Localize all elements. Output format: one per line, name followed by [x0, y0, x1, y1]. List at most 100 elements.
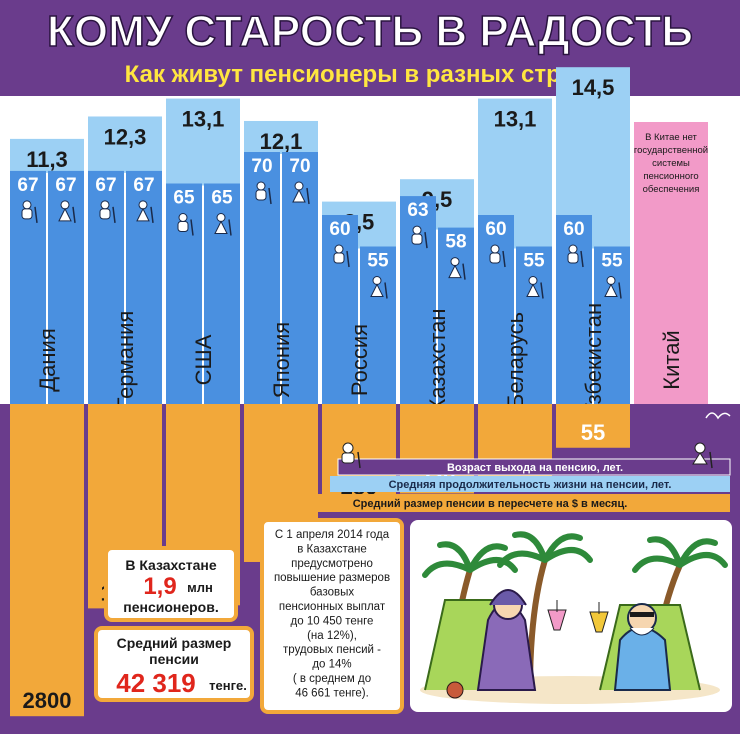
cocktail-icon: [547, 600, 567, 631]
category-label: Германия: [113, 311, 138, 410]
china-note-line: государственной: [634, 145, 708, 156]
retirement-men-value: 67: [95, 175, 116, 196]
box3-line: предусмотрено: [291, 558, 373, 570]
retirement-men-value: 63: [407, 200, 428, 221]
pensioner-man-icon: [255, 181, 272, 205]
pensioner-woman-icon: [448, 257, 466, 280]
lifespan-bar: [10, 138, 84, 173]
box3-line: повышение размеров: [274, 572, 390, 584]
pensioner-woman-icon: [370, 276, 388, 299]
legend-strip-retirement: [337, 458, 731, 476]
lifespan-bar: [244, 120, 318, 154]
pensioner-man-icon: [177, 213, 194, 236]
pensioner-man-icon: [489, 244, 506, 268]
box2-line1: Средний размер: [117, 635, 232, 651]
pension-bar: [10, 404, 84, 717]
retirement-women-value: 58: [445, 232, 466, 253]
retirement-women-value: 65: [211, 188, 233, 209]
retirement-men-value: 60: [563, 219, 584, 240]
retirement-women-bar: [48, 170, 84, 404]
pensioner-woman-icon: [604, 276, 622, 299]
retirement-women-value: 67: [133, 175, 154, 196]
box3-line: 46 661 тенге).: [295, 687, 369, 699]
retirement-women-value: 55: [367, 251, 389, 272]
retirement-women-bar: [360, 246, 396, 404]
china-note-line: В Китае нет: [645, 132, 697, 143]
china-note-line: обеспечения: [643, 184, 700, 195]
box3-line: С 1 апреля 2014 года: [275, 529, 390, 541]
lifespan-bar: [88, 116, 162, 173]
pension-value-label: 55: [581, 420, 605, 445]
pensioner-woman-icon: [214, 213, 232, 236]
retirement-women-bar: [516, 246, 552, 404]
cocktail-icon: [589, 602, 609, 633]
box3-line: трудовых пенсий -: [283, 644, 381, 656]
box3-line: до 10 450 тенге: [291, 615, 374, 627]
retirement-women-bar: [594, 246, 630, 404]
box2-number: 42 319: [116, 668, 196, 698]
yarn-ball-icon: [446, 681, 464, 699]
legend-pension: Средний размер пенсии в пересчете на $ в…: [353, 498, 628, 510]
pension-bar: [556, 404, 630, 448]
pensioner-woman-icon: [136, 200, 154, 223]
retirement-women-value: 55: [601, 251, 623, 272]
lifespan-value-label: 13,1: [494, 107, 537, 132]
retirement-men-value: 65: [173, 188, 195, 209]
pensioner-man-icon: [341, 442, 361, 469]
page-subtitle: Как живут пенсионеры в разных странах: [125, 61, 616, 88]
box3-line: в Казахстане: [297, 543, 367, 555]
grandmother-icon: [476, 589, 537, 691]
box2-line2: пенсии: [149, 651, 199, 667]
bar-china: [634, 122, 708, 404]
box2-unit: тенге.: [209, 678, 247, 693]
beach-illustration: [420, 531, 728, 704]
category-label: Беларусь: [503, 312, 528, 408]
lifespan-value-label: 14,5: [572, 75, 615, 100]
box1-line1: В Казахстане: [125, 557, 217, 573]
box3-text: С 1 апреля 2014 года в Казахстане предусмо…: [274, 529, 390, 699]
pensioner-woman-icon: [292, 181, 310, 205]
retirement-men-value: 60: [485, 219, 506, 240]
lifespan-bar: [166, 98, 240, 186]
pensioner-man-icon: [333, 244, 350, 268]
box1-line3: пенсионеров.: [123, 599, 218, 615]
retirement-women-bar: [438, 227, 474, 404]
pensioner-woman-icon: [58, 200, 76, 223]
box3-line: ( в среднем до: [293, 673, 371, 685]
pension-value-label: 2800: [23, 688, 72, 713]
china-note-line: пенсионного: [643, 171, 698, 182]
box-pension-increase: [260, 518, 404, 714]
category-label: Россия: [347, 324, 372, 396]
legend-lifespan: Средняя продолжительность жизни на пенси…: [389, 479, 672, 491]
pensioner-man-icon: [21, 200, 38, 223]
pensioner-woman-icon: [692, 442, 713, 469]
lifespan-value-label: 13,1: [182, 107, 225, 132]
category-label: Китай: [659, 330, 684, 389]
lifespan-value-label: 12,1: [260, 129, 303, 154]
retirement-men-value: 67: [17, 175, 38, 196]
legend-strip-pension: [250, 494, 730, 512]
category-label: Дания: [35, 328, 60, 392]
pensioner-man-icon: [411, 225, 428, 249]
retirement-men-value: 70: [251, 156, 272, 177]
pensioner-man-icon: [99, 200, 116, 223]
box-average-pension: [94, 626, 254, 702]
bars-layer: 11,3 67 67 Дания 12,3 67 67 Германия 13,1 65 65 США…: [10, 67, 708, 417]
category-label: Япония: [269, 322, 294, 398]
retirement-women-value: 67: [55, 175, 76, 196]
category-label: Казахстан: [425, 308, 450, 411]
box1-number: 1,9: [143, 573, 176, 600]
lifespan-value-label: 11,3: [26, 147, 68, 172]
page-title: КОМУ СТАРОСТЬ В РАДОСТЬ: [47, 7, 693, 56]
lifespan-value-label: 12,3: [104, 124, 147, 149]
grandfather-icon: [613, 603, 672, 691]
box3-line: до 14%: [312, 659, 351, 671]
pensioner-man-icon: [567, 244, 584, 268]
box1-unit: млн: [187, 580, 213, 595]
legend-retirement: Возраст выхода на пенсию, лет.: [447, 462, 623, 474]
pensioner-woman-icon: [526, 276, 544, 299]
box3-line: (на 12%),: [307, 630, 357, 642]
china-note-line: системы: [652, 158, 690, 169]
